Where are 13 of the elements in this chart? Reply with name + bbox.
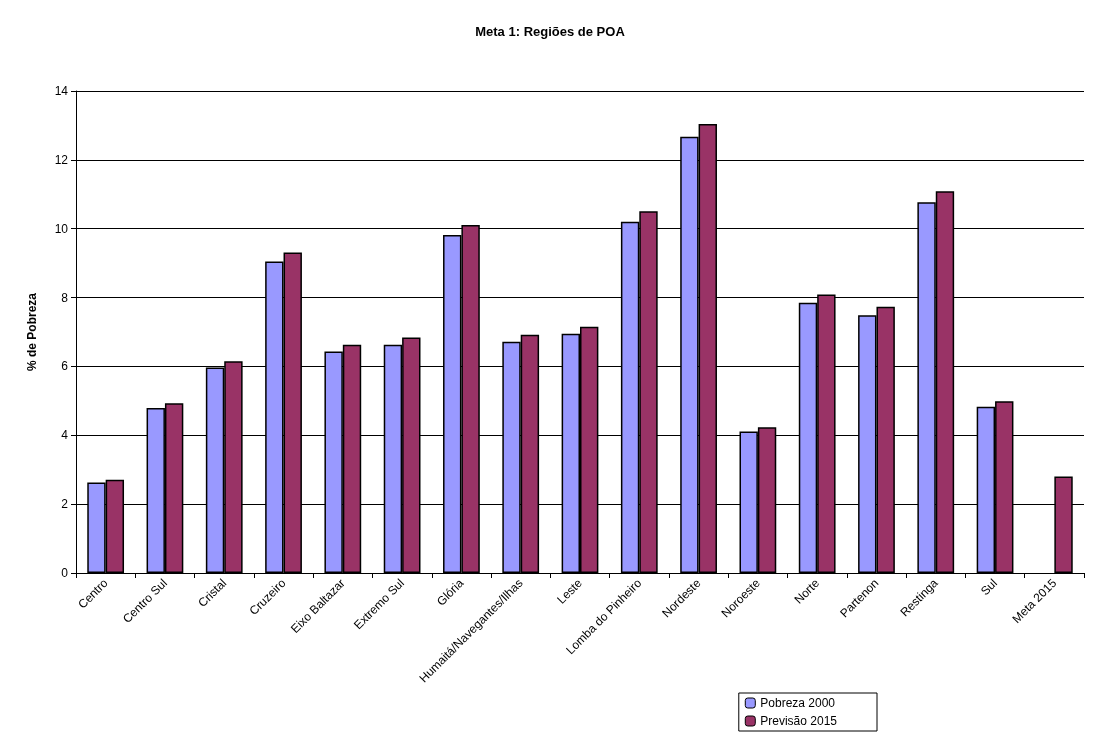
y-tick-label: 2 [61, 497, 69, 512]
y-tick-label: 12 [54, 152, 69, 167]
legend-label: Previsão 2015 [760, 714, 838, 728]
x-tick-label: Sul [977, 576, 1001, 599]
y-tick-label: 4 [61, 428, 69, 443]
y-axis-title: % de Pobreza [25, 292, 39, 372]
y-tick-label: 10 [54, 221, 69, 236]
y-tick-label: 8 [61, 290, 69, 305]
legend-label: Pobreza 2000 [760, 696, 836, 710]
y-tick-label: 14 [54, 84, 69, 98]
y-tick-label: 6 [61, 359, 69, 374]
chart-title: Meta 1: Regiões de POA [475, 24, 626, 39]
y-tick-label: 0 [61, 566, 69, 580]
